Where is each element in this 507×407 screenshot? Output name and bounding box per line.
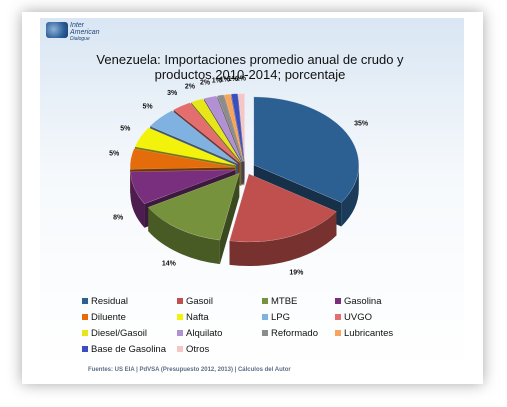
pie-slice-side xyxy=(341,164,359,227)
legend-swatch xyxy=(335,330,341,337)
data-label: 1% xyxy=(212,78,223,85)
logo-text: Inter American Dialogue xyxy=(70,22,100,42)
data-label: 2% xyxy=(185,83,196,90)
data-label: 5% xyxy=(120,125,131,132)
data-label: 2% xyxy=(200,80,211,87)
legend-swatch xyxy=(82,346,88,353)
pie-slice-alquilato xyxy=(203,95,243,162)
legend-item: Otros xyxy=(177,344,209,355)
legend-label: Residual xyxy=(91,296,128,307)
pie-slice-diluente xyxy=(129,148,236,170)
legend-item: UVGO xyxy=(335,312,372,323)
legend-swatch xyxy=(177,298,183,305)
legend-item: Nafta xyxy=(177,312,209,323)
legend-item: Gasolina xyxy=(335,296,382,307)
legend-label: LPG xyxy=(271,312,291,323)
source-note: Fuentes: US EIA | PdVSA (Presupuesto 201… xyxy=(88,367,291,373)
legend-item: Base de Gasolina xyxy=(82,344,166,355)
data-label: 35% xyxy=(354,121,369,128)
pie-slice-lpg xyxy=(149,110,238,164)
pie-slice-side xyxy=(130,171,145,228)
pie-slice-nafta xyxy=(134,127,237,166)
pie-slice-base-de-gasolina xyxy=(230,93,245,162)
legend-swatch xyxy=(262,314,268,321)
globe-logo-icon xyxy=(46,22,68,38)
legend-label: UVGO xyxy=(344,312,372,323)
pie-slice-residual xyxy=(253,96,360,203)
legend-label: Gasolina xyxy=(344,296,382,307)
legend-swatch xyxy=(262,330,268,337)
legend-label: Base de Gasolina xyxy=(91,344,166,355)
pie-slice-gasolina xyxy=(130,169,236,205)
legend-item: LPG xyxy=(262,312,290,323)
pie-slice-mtbe xyxy=(147,172,240,241)
data-label: 5% xyxy=(143,103,154,110)
data-label: 14% xyxy=(162,261,177,268)
pie-slice-diesel-gasoil xyxy=(190,98,242,163)
legend-item: Lubricantes xyxy=(335,328,393,339)
legend-label: Otros xyxy=(186,344,210,355)
legend-label: Reformado xyxy=(271,328,318,339)
chart-title-line1: Venezuela: Importaciones promedio anual … xyxy=(96,52,404,67)
legend-item: Diluente xyxy=(82,312,126,323)
legend-swatch xyxy=(177,346,183,353)
legend-item: Reformado xyxy=(262,328,318,339)
legend-label: Diluente xyxy=(91,312,126,323)
legend-label: MTBE xyxy=(271,296,298,307)
legend-swatch xyxy=(335,314,341,321)
legend-item: Gasoil xyxy=(177,296,213,307)
pie-slice-uvgo xyxy=(173,102,240,163)
legend-label: Gasoil xyxy=(186,296,213,307)
legend-swatch xyxy=(82,314,88,321)
legend-swatch xyxy=(82,298,88,305)
legend-swatch xyxy=(177,330,183,337)
legend-swatch xyxy=(335,298,341,305)
legend-item: MTBE xyxy=(262,296,297,307)
legend-label: Alquilato xyxy=(186,328,223,339)
legend-item: Residual xyxy=(82,296,128,307)
legend-label: Nafta xyxy=(186,312,209,323)
data-label: 8% xyxy=(113,214,124,221)
legend-item: Diesel/Gasoil xyxy=(82,328,147,339)
data-label: 5% xyxy=(109,151,120,158)
chart-title-line2: productos 2010-2014; porcentaje xyxy=(154,67,346,82)
legend-swatch xyxy=(262,298,268,305)
pie-slice-gasoil xyxy=(229,173,337,243)
data-label: 1% xyxy=(220,77,231,84)
legend-swatch xyxy=(177,314,183,321)
legend-label: Lubricantes xyxy=(344,328,394,339)
data-label: 3% xyxy=(167,90,178,97)
pie-slice-reformado xyxy=(216,94,244,162)
pie-slice-lubricantes xyxy=(223,93,244,162)
pie-slice-side xyxy=(148,207,220,265)
chart-title: Venezuela: Importaciones promedio anual … xyxy=(90,52,410,82)
legend-item: Alquilato xyxy=(177,328,222,339)
data-label: 19% xyxy=(289,270,304,277)
pie-slice-side xyxy=(229,211,337,266)
data-label: 1% xyxy=(228,76,239,83)
data-label: 1% xyxy=(236,76,247,83)
pie-slice-otros xyxy=(237,93,245,162)
legend-swatch xyxy=(82,330,88,337)
legend-label: Diesel/Gasoil xyxy=(91,328,147,339)
